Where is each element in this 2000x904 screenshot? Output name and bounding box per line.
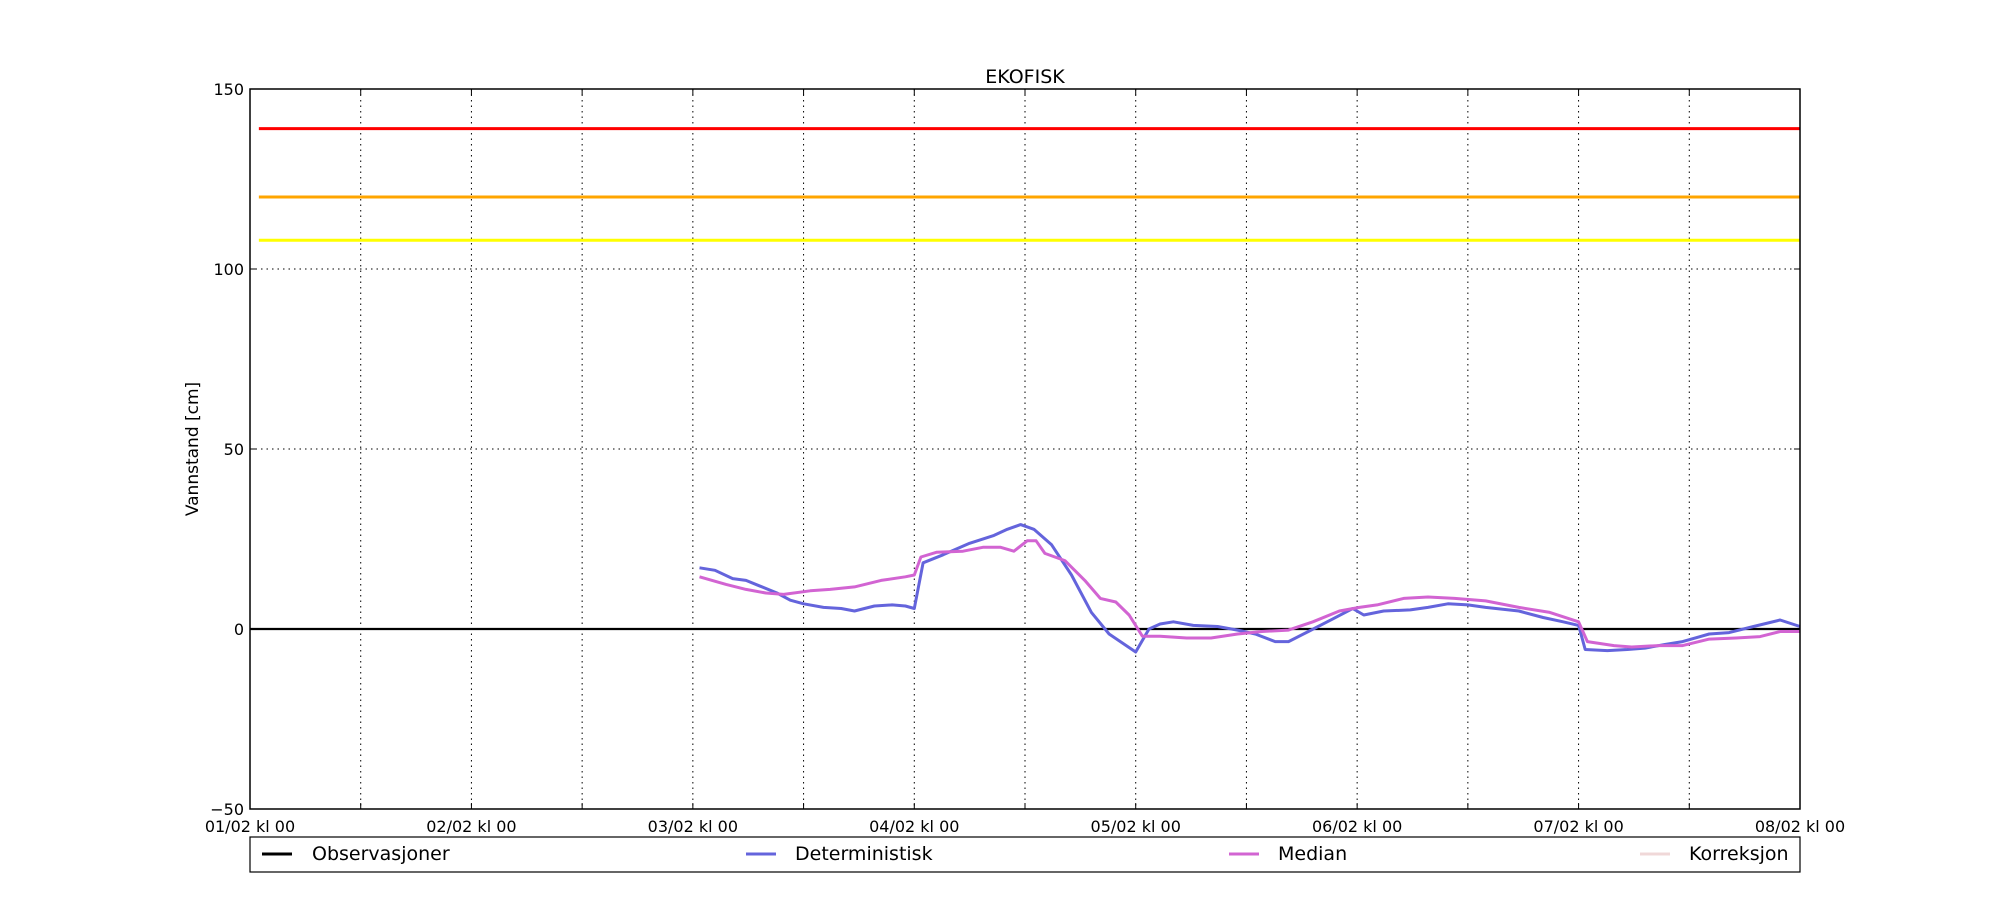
y-axis-label: Vannstand [cm] xyxy=(183,382,203,516)
y-tick-label: −50 xyxy=(210,800,244,819)
y-tick-label: 150 xyxy=(213,80,244,99)
x-tick-label: 03/02 kl 00 xyxy=(648,817,738,836)
legend-frame xyxy=(249,836,1801,873)
x-tick-label: 02/02 kl 00 xyxy=(426,817,516,836)
y-axis: −50 0 50 100 150 xyxy=(210,80,1800,819)
legend-label-korreksjon: Korreksjon xyxy=(1689,843,1789,865)
grid xyxy=(250,89,1800,809)
x-tick-label: 05/02 kl 00 xyxy=(1091,817,1181,836)
x-tick-label: 04/02 kl 00 xyxy=(869,817,959,836)
y-tick-label: 100 xyxy=(213,260,244,279)
y-tick-label: 50 xyxy=(224,440,244,459)
series-lines xyxy=(250,523,1801,654)
chart-title: EKOFISK xyxy=(985,66,1065,88)
x-tick-label: 08/02 kl 00 xyxy=(1755,817,1845,836)
threshold-lines xyxy=(258,127,1800,242)
x-tick-label: 07/02 kl 00 xyxy=(1533,817,1623,836)
x-tick-label: 01/02 kl 00 xyxy=(205,817,295,836)
legend-label-observasjoner: Observasjoner xyxy=(312,843,450,865)
legend-label-median: Median xyxy=(1278,843,1347,865)
x-axis: 01/02 kl 00 02/02 kl 00 03/02 kl 00 04/02 k… xyxy=(205,89,1845,836)
x-tick-label: 06/02 kl 00 xyxy=(1312,817,1402,836)
legend: Observasjoner Deterministisk Median Korreks… xyxy=(249,836,1801,873)
legend-label-deterministisk: Deterministisk xyxy=(795,843,933,865)
series-line-median xyxy=(699,539,1800,649)
y-tick-label: 0 xyxy=(234,620,244,639)
series-line-deterministisk xyxy=(699,523,1801,654)
